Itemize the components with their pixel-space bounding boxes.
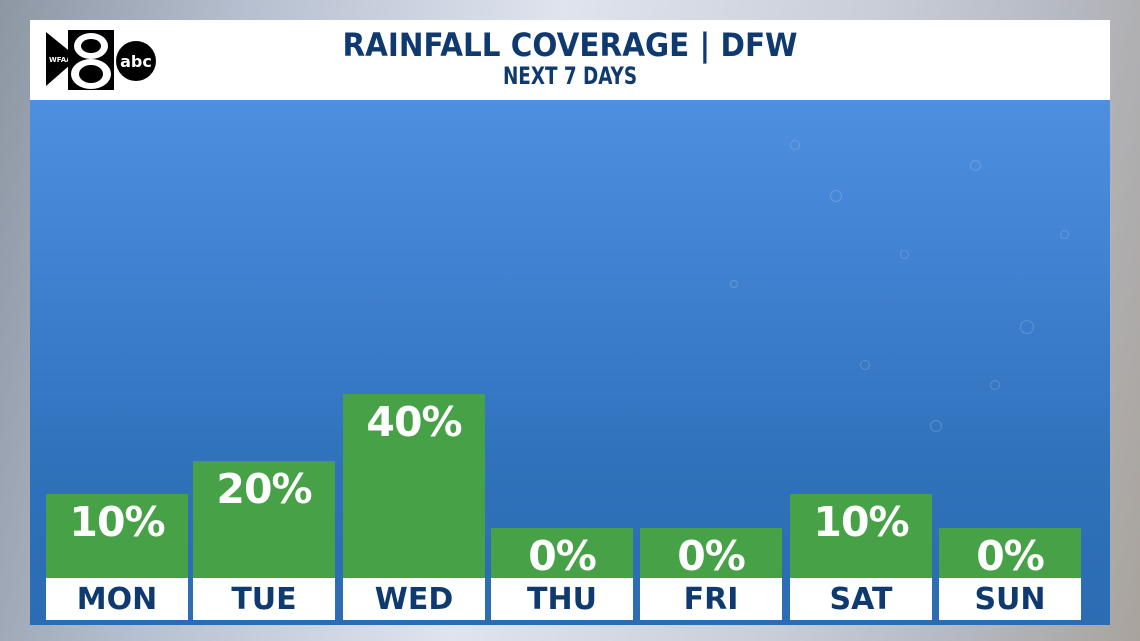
chart-subtitle: NEXT 7 DAYS bbox=[502, 62, 638, 90]
day-label-tue: TUE bbox=[193, 578, 335, 620]
chart-title: RAINFALL COVERAGE | DFW bbox=[342, 26, 798, 64]
bar-mon: 10% bbox=[46, 494, 188, 578]
bar-value-label: 0% bbox=[976, 532, 1045, 580]
bar-fri: 0% bbox=[640, 528, 782, 580]
raindrop-decoration bbox=[970, 160, 981, 171]
raindrop-decoration bbox=[830, 190, 842, 202]
raindrop-decoration bbox=[1060, 230, 1069, 239]
bar-sun: 0% bbox=[939, 528, 1081, 580]
day-label-sun: SUN bbox=[939, 578, 1081, 620]
bar-sat: 10% bbox=[790, 494, 932, 578]
raindrop-decoration bbox=[1020, 320, 1034, 334]
raindrop-decoration bbox=[900, 250, 909, 259]
day-label-fri: FRI bbox=[640, 578, 782, 620]
bar-wed: 40% bbox=[343, 394, 485, 578]
day-label-sat: SAT bbox=[790, 578, 932, 620]
day-label-thu: THU bbox=[491, 578, 633, 620]
bar-value-label: 0% bbox=[677, 532, 746, 580]
bar-value-label: 0% bbox=[528, 532, 597, 580]
bar-thu: 0% bbox=[491, 528, 633, 580]
day-label-mon: MON bbox=[46, 578, 188, 620]
raindrop-decoration bbox=[790, 140, 800, 150]
bar-value-label: 10% bbox=[69, 498, 165, 546]
day-label-wed: WED bbox=[343, 578, 485, 620]
bar-value-label: 40% bbox=[366, 398, 462, 446]
logo-station-text: WFAA bbox=[49, 56, 72, 64]
raindrop-decoration bbox=[990, 380, 1000, 390]
raindrop-decoration bbox=[730, 280, 738, 288]
raindrop-decoration bbox=[930, 420, 942, 432]
bar-value-label: 10% bbox=[813, 498, 909, 546]
wfaa-abc-logo: WFAA abc bbox=[46, 30, 156, 90]
header-banner: WFAA abc RAINFALL COVERAGE | DFW NEXT 7 … bbox=[30, 20, 1110, 100]
bar-value-label: 20% bbox=[216, 465, 312, 513]
raindrop-decoration bbox=[860, 360, 870, 370]
bar-tue: 20% bbox=[193, 461, 335, 578]
logo-network-text: abc bbox=[120, 52, 152, 71]
